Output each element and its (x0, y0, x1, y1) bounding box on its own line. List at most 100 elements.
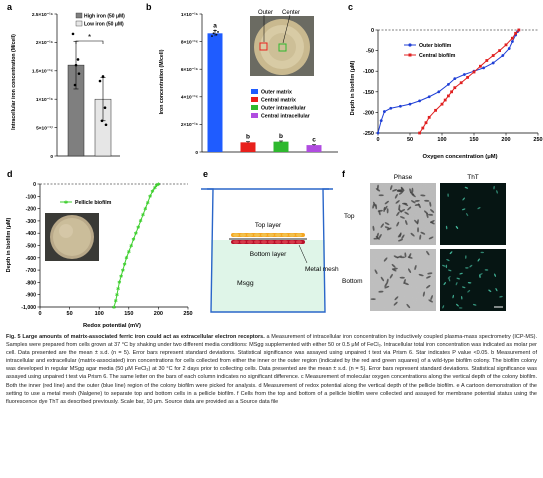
c-xtick-label-4: 200 (501, 137, 510, 143)
c-point-1-14 (485, 59, 489, 62)
a-significance: * (75, 33, 104, 44)
f-phase-top-cell-65 (430, 221, 435, 225)
f-phase-top-cell-4 (411, 187, 414, 193)
a-point-1-2 (100, 119, 104, 123)
f-tht-bottom-cell-14 (484, 269, 489, 271)
f-tht-bottom-cell-26 (449, 251, 453, 255)
b-legend-swatch-3 (251, 113, 258, 118)
f-row-top: Top (344, 213, 355, 220)
f-phase-top-cell-57 (396, 211, 400, 217)
panel-f: f Phase ThT Top Bottom (342, 169, 506, 311)
panel-letter-c: c (348, 2, 353, 12)
a-point-1-4 (101, 75, 105, 78)
b-legend-swatch-1 (251, 97, 258, 102)
panel-letter-d: d (7, 169, 13, 179)
panel-c: c Depth in biofilm (μM) Oxygen concentra… (348, 2, 543, 160)
d-ytick-label-5: -500 (26, 244, 36, 250)
a-point-0-1 (76, 58, 80, 61)
e-top-layer (231, 233, 305, 237)
figure-caption: Fig. 5 Large amounts of matrix-associate… (6, 333, 537, 406)
d-point-17: ✱ (146, 200, 150, 206)
f-phase-bottom-cell-11 (394, 296, 399, 301)
d-axes: 0 50 100 150 200 250 0 -100 -200 -300 -400 -500 -600… (21, 182, 192, 317)
b-point-2 (214, 29, 216, 32)
d-point-19: ✱ (150, 189, 154, 195)
f-tht-bottom-cell-11 (488, 289, 492, 293)
c-point-1-4 (434, 108, 437, 112)
d-point-15: ✱ (141, 213, 145, 219)
f-tht-top-cell-8 (493, 185, 495, 190)
c-point-0-16 (507, 47, 511, 50)
f-phase-top-cell-6 (404, 211, 409, 215)
f-phase-bottom-cell-19 (430, 295, 433, 301)
d-point-2: ✱ (115, 293, 119, 299)
f-tht-bottom-cell-25 (479, 273, 483, 276)
c-point-0-2 (383, 110, 386, 113)
f-tht-bottom-cell-28 (458, 307, 463, 309)
f-phase-bottom-cell-3 (383, 257, 388, 262)
c-point-1-12 (472, 70, 476, 74)
b-legend-1: Central matrix (261, 98, 296, 104)
c-xtick-label-2: 100 (437, 137, 446, 143)
f-tht-top-cell-1 (477, 207, 481, 210)
f-phase-top-cell-56 (398, 238, 403, 242)
f-tht-bottom-cell-19 (494, 273, 496, 277)
a-legend: High iron (50 μM) Low iron (50 μM) (75, 12, 125, 28)
d-series-line (113, 183, 159, 308)
a-legend-swatch-low (75, 20, 83, 27)
c-point-1-9 (453, 86, 457, 90)
c-point-1-5 (440, 102, 444, 106)
f-tht-bottom-cell-10 (448, 278, 451, 282)
f-phase-top-cell-43 (378, 194, 384, 197)
f-tht-top-cell-2 (461, 208, 466, 211)
b-legend-swatch-0 (251, 89, 258, 94)
panel-a: a Intracellular iron concentration (M/ce… (7, 2, 125, 160)
c-legend-marker-0 (408, 43, 412, 47)
a-point-1-3 (104, 123, 108, 127)
f-phase-top-cell-14 (375, 235, 380, 240)
a-point-1-1 (103, 106, 107, 110)
c-point-0-7 (427, 95, 431, 99)
b-sig-letter-3: c (312, 137, 316, 144)
b-bars: a b b c (207, 23, 322, 152)
f-tht-bottom-cell-9 (479, 274, 481, 278)
f-phase-top-cell-38 (376, 184, 379, 190)
c-point-0-13 (482, 66, 485, 70)
f-phase-top-cell-55 (401, 234, 405, 240)
f-phase-top-cell-0 (399, 216, 405, 219)
f-phase-bottom-cell-17 (391, 263, 396, 268)
f-tht-bottom-cell-15 (467, 282, 472, 284)
f-phase-bottom-cell-10 (403, 282, 409, 286)
d-point-11: ✱ (131, 237, 135, 243)
f-phase-bottom-cell-9 (408, 268, 412, 273)
panel-letter-e: e (203, 169, 208, 179)
c-ytick-label-0: 0 (371, 28, 374, 34)
c-ytick-label-2: -100 (363, 69, 374, 75)
f-tht-bottom-cell-5 (448, 269, 452, 272)
f-phase-top-cell-33 (399, 191, 404, 195)
f-phase-top-cell-28 (384, 205, 388, 211)
b-ytick-label-1: 8×10⁻¹⁶ (181, 39, 198, 45)
d-point-0: ✱ (112, 305, 116, 311)
f-phase-top-cell-29 (414, 199, 420, 202)
f-phase-top-cell-69 (394, 193, 398, 199)
b-inset-outer: Outer (258, 10, 273, 16)
b-bar-0 (207, 33, 223, 152)
c-point-1-3 (427, 115, 431, 119)
c-point-1-0 (418, 131, 421, 135)
f-phase-top-cell-60 (396, 189, 403, 192)
f-tht-bottom-cell-13 (465, 267, 469, 269)
d-point-6: ✱ (121, 268, 125, 274)
caption-lead: Fig. 5 (6, 334, 21, 340)
f-tht-bottom-cell-7 (495, 287, 498, 292)
d-ytick-label-0: 0 (33, 182, 36, 188)
c-legend-1: Central biofilm (419, 53, 456, 59)
f-phase-bottom-cell-21 (380, 276, 385, 282)
d-ylabel: Depth in biofilm (μM) (6, 217, 12, 272)
c-xtick-label-1: 50 (407, 137, 413, 143)
c-point-0-0 (376, 131, 380, 135)
f-tht-bottom-cell-16 (467, 289, 471, 293)
f-phase-top-cell-68 (427, 213, 434, 216)
d-point-4: ✱ (117, 280, 121, 286)
d-point-5: ✱ (119, 274, 123, 280)
